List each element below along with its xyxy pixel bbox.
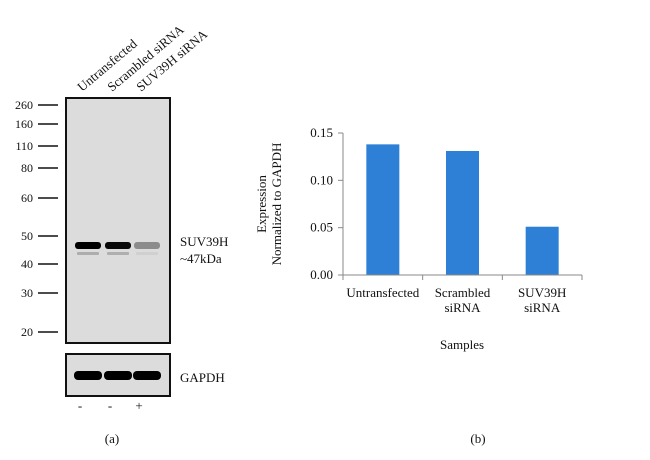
bar-chart-panel: 0.00 0.05 0.10 0.15 Untransfected Scrambled s… bbox=[254, 125, 583, 446]
faint-band bbox=[77, 252, 99, 255]
target-protein-label: SUV39H bbox=[180, 234, 228, 249]
y-axis: 0.00 0.05 0.10 0.15 bbox=[310, 125, 344, 282]
bars bbox=[366, 144, 559, 275]
marker-label: 50 bbox=[21, 229, 33, 243]
marker-label: 40 bbox=[21, 257, 33, 271]
suv39h-band bbox=[75, 242, 101, 249]
x-tick-label: Untransfected bbox=[346, 285, 419, 300]
bar bbox=[446, 150, 479, 275]
y-axis-title: ExpressionNormalized to GAPDH bbox=[254, 143, 284, 266]
marker-label: 80 bbox=[21, 161, 33, 175]
marker-label: 60 bbox=[21, 191, 33, 205]
y-tick-label: 0.00 bbox=[310, 267, 333, 282]
suv39h-band bbox=[105, 242, 131, 249]
treatment-labels: - - + bbox=[78, 398, 143, 413]
panel-b-label: (b) bbox=[470, 431, 485, 446]
gapdh-band bbox=[133, 371, 161, 380]
x-axis-label: Samples bbox=[440, 337, 484, 352]
y-tick-label: 0.05 bbox=[310, 220, 333, 235]
x-tick-label: SUV39H siRNA bbox=[518, 285, 566, 315]
marker-label: 30 bbox=[21, 286, 33, 300]
x-tick-label: Scrambled siRNA bbox=[435, 285, 491, 315]
treatment-label: - bbox=[78, 398, 82, 413]
loading-control-label: GAPDH bbox=[180, 370, 225, 385]
marker-label: 160 bbox=[15, 117, 33, 131]
blot-main-membrane bbox=[65, 97, 171, 344]
x-axis: Untransfected Scrambled siRNA SUV39H siRNA bbox=[342, 274, 583, 315]
y-tick-label: 0.15 bbox=[310, 125, 333, 140]
bar bbox=[525, 226, 559, 275]
treatment-label: - bbox=[108, 398, 112, 413]
gapdh-band bbox=[74, 371, 102, 380]
bar bbox=[366, 144, 400, 275]
target-size-label: ~47kDa bbox=[180, 251, 222, 266]
y-axis-label: ExpressionNormalized to GAPDH bbox=[254, 143, 284, 266]
marker-label: 110 bbox=[15, 139, 33, 153]
suv39h-band bbox=[134, 242, 160, 249]
panel-a-label: (a) bbox=[105, 431, 119, 446]
y-tick-label: 0.10 bbox=[310, 172, 333, 187]
marker-label: 20 bbox=[21, 325, 33, 339]
molecular-weight-markers: 260 160 110 80 60 50 40 30 20 bbox=[15, 98, 58, 339]
faint-band bbox=[136, 252, 158, 255]
marker-label: 260 bbox=[15, 98, 33, 112]
treatment-label: + bbox=[135, 398, 142, 413]
faint-band bbox=[107, 252, 129, 255]
gapdh-band bbox=[104, 371, 132, 380]
blot-gapdh-membrane bbox=[65, 353, 171, 397]
